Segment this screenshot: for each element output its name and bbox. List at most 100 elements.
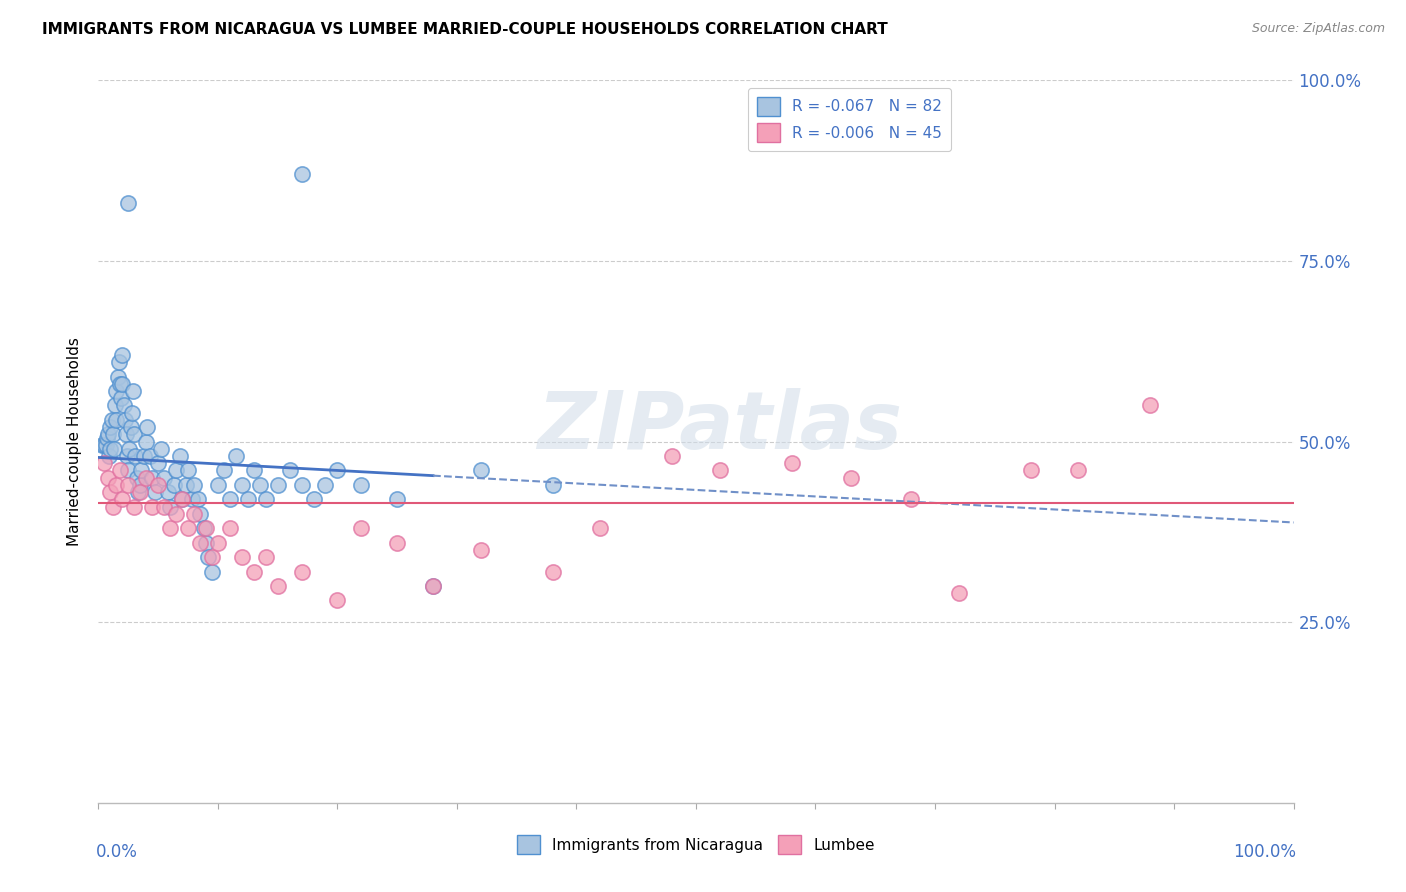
Point: [385, 535, 409, 549]
Point: [1067, 463, 1090, 477]
Point: [291, 478, 314, 492]
Point: [153, 500, 176, 514]
Point: [231, 550, 253, 565]
Point: [900, 492, 922, 507]
Point: [141, 500, 163, 514]
Point: [91, 438, 114, 452]
Point: [115, 427, 138, 442]
Point: [111, 376, 134, 391]
Point: [541, 478, 564, 492]
Point: [163, 478, 186, 492]
Point: [149, 442, 172, 456]
Point: [159, 500, 181, 514]
Point: [111, 492, 134, 507]
Point: [326, 463, 349, 477]
Point: [117, 478, 139, 492]
Point: [108, 376, 131, 391]
Point: [188, 535, 211, 549]
Point: [201, 565, 224, 579]
Point: [93, 438, 115, 452]
Point: [132, 449, 155, 463]
Text: Source: ZipAtlas.com: Source: ZipAtlas.com: [1251, 22, 1385, 36]
Point: [350, 521, 373, 535]
Point: [243, 565, 266, 579]
Point: [98, 485, 122, 500]
Point: [94, 438, 117, 452]
Point: [111, 348, 134, 362]
Point: [243, 463, 266, 477]
Point: [180, 492, 202, 507]
Point: [124, 427, 146, 442]
Point: [121, 406, 143, 420]
Legend: Immigrants from Nicaragua, Lumbee: Immigrants from Nicaragua, Lumbee: [510, 830, 882, 860]
Point: [267, 579, 290, 593]
Point: [105, 478, 128, 492]
Point: [780, 456, 803, 470]
Point: [249, 478, 271, 492]
Point: [124, 449, 146, 463]
Point: [207, 478, 229, 492]
Point: [174, 478, 197, 492]
Point: [101, 427, 124, 442]
Point: [219, 521, 242, 535]
Point: [129, 485, 152, 500]
Point: [165, 507, 187, 521]
Point: [148, 456, 170, 470]
Point: [115, 449, 138, 463]
Text: IMMIGRANTS FROM NICARAGUA VS LUMBEE MARRIED-COUPLE HOUSEHOLDS CORRELATION CHART: IMMIGRANTS FROM NICARAGUA VS LUMBEE MARR…: [42, 22, 889, 37]
Point: [1019, 463, 1042, 477]
Point: [165, 463, 187, 477]
Point: [385, 492, 409, 507]
Point: [195, 535, 218, 549]
Point: [231, 478, 253, 492]
Point: [117, 463, 139, 477]
Point: [470, 542, 492, 557]
Text: 0.0%: 0.0%: [96, 843, 138, 861]
Point: [212, 463, 235, 477]
Point: [97, 427, 120, 442]
Point: [172, 492, 194, 507]
Point: [98, 442, 122, 456]
Text: ZIPatlas: ZIPatlas: [537, 388, 903, 467]
Point: [177, 521, 200, 535]
Point: [107, 355, 129, 369]
Point: [350, 478, 373, 492]
Point: [193, 521, 215, 535]
Point: [105, 384, 128, 398]
Point: [117, 196, 139, 211]
Point: [141, 470, 163, 484]
Point: [108, 463, 131, 477]
Point: [267, 478, 290, 492]
Y-axis label: Married-couple Households: Married-couple Households: [67, 337, 83, 546]
Point: [135, 470, 157, 484]
Point: [188, 507, 211, 521]
Point: [1139, 398, 1161, 412]
Point: [107, 369, 129, 384]
Point: [169, 449, 191, 463]
Point: [93, 456, 115, 470]
Point: [110, 391, 132, 405]
Point: [114, 413, 136, 427]
Point: [302, 492, 325, 507]
Point: [315, 478, 337, 492]
Point: [148, 478, 170, 492]
Point: [201, 550, 224, 565]
Point: [291, 167, 314, 181]
Point: [541, 565, 564, 579]
Point: [103, 442, 125, 456]
Point: [589, 521, 612, 535]
Point: [172, 492, 194, 507]
Point: [326, 593, 349, 607]
Point: [278, 463, 301, 477]
Point: [219, 492, 242, 507]
Point: [225, 449, 247, 463]
Point: [177, 463, 200, 477]
Point: [841, 470, 863, 484]
Point: [291, 565, 314, 579]
Point: [112, 398, 135, 412]
Point: [195, 521, 218, 535]
Point: [236, 492, 259, 507]
Point: [98, 420, 122, 434]
Point: [129, 478, 152, 492]
Point: [104, 398, 127, 412]
